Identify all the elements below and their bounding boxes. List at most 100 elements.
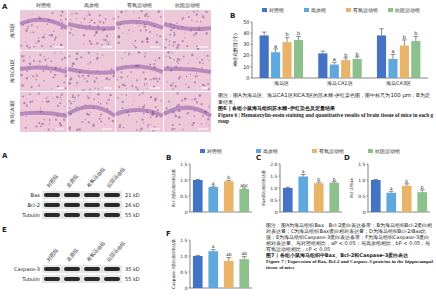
nucleus bbox=[61, 99, 62, 100]
nucleus bbox=[160, 16, 162, 18]
nucleus bbox=[164, 111, 165, 112]
nucleus bbox=[133, 31, 134, 32]
nucleus bbox=[121, 58, 122, 59]
plot-area bbox=[193, 179, 249, 212]
caption: 图注：图A为海马组织Bax、Bcl-2蛋白表达条带；B为海马组织Bcl-2蛋白相… bbox=[266, 222, 434, 271]
nucleus bbox=[122, 101, 124, 103]
nucleus bbox=[199, 95, 201, 97]
row-label: 海马CA1区 bbox=[9, 59, 15, 84]
nucleus bbox=[136, 129, 138, 131]
band bbox=[44, 277, 60, 281]
panel-label: C bbox=[256, 154, 261, 162]
band bbox=[44, 193, 60, 197]
nucleus bbox=[149, 64, 151, 66]
nucleus bbox=[40, 107, 41, 108]
nucleus bbox=[59, 102, 61, 104]
nucleus bbox=[77, 27, 78, 28]
bar bbox=[318, 53, 327, 78]
nucleus bbox=[47, 96, 48, 97]
bar bbox=[193, 256, 203, 288]
tissue-bg bbox=[116, 10, 163, 50]
nucleus bbox=[144, 25, 146, 27]
significance: a bbox=[391, 48, 394, 54]
nucleus bbox=[182, 129, 184, 131]
nucleus bbox=[106, 44, 107, 45]
bar bbox=[208, 187, 218, 212]
nucleus bbox=[176, 60, 178, 62]
y-tick-label: 0.5 bbox=[180, 270, 187, 275]
legend-swatch bbox=[256, 149, 261, 153]
nucleus bbox=[169, 56, 170, 57]
nucleus bbox=[51, 35, 53, 37]
tissue-image bbox=[20, 10, 67, 50]
nucleus bbox=[112, 120, 114, 122]
nucleus bbox=[80, 56, 82, 58]
nucleus bbox=[21, 67, 22, 68]
band bbox=[44, 267, 60, 271]
panel-label: F bbox=[166, 230, 171, 238]
nucleus bbox=[196, 101, 198, 103]
error-line bbox=[381, 29, 382, 36]
nucleus bbox=[76, 85, 77, 86]
nucleus bbox=[165, 38, 167, 40]
nucleus bbox=[209, 105, 210, 106]
significance: b bbox=[403, 34, 406, 40]
bar bbox=[371, 180, 381, 212]
band bbox=[64, 193, 80, 197]
nucleus bbox=[61, 27, 63, 29]
nucleus bbox=[87, 95, 88, 96]
nucleus bbox=[119, 24, 121, 26]
nucleus bbox=[60, 66, 61, 67]
bar bbox=[271, 52, 280, 78]
nucleus bbox=[207, 55, 209, 57]
nucleus bbox=[201, 67, 203, 69]
error-bar bbox=[391, 54, 396, 58]
nucleus bbox=[60, 19, 62, 21]
nucleus bbox=[57, 105, 59, 107]
y-tick-label: 0 bbox=[185, 286, 188, 291]
nucleus bbox=[202, 59, 204, 61]
nucleus bbox=[177, 58, 179, 60]
y-tick-label: 0 bbox=[363, 210, 366, 215]
tissue-bg bbox=[116, 92, 163, 132]
band bbox=[64, 267, 80, 271]
nucleus bbox=[89, 92, 90, 93]
nucleus bbox=[164, 47, 166, 49]
y-tick-label: 1.0 bbox=[270, 186, 277, 191]
nucleus bbox=[60, 97, 61, 98]
error-line bbox=[303, 175, 304, 177]
nucleus bbox=[201, 123, 203, 125]
error-cap bbox=[373, 179, 378, 180]
nucleus bbox=[128, 55, 129, 56]
panel-label: B bbox=[230, 12, 235, 20]
nucleus bbox=[35, 42, 37, 44]
nucleus bbox=[144, 55, 146, 57]
scale-bar bbox=[54, 129, 64, 130]
nucleus bbox=[103, 22, 104, 23]
legend-label: 高原组 bbox=[263, 148, 278, 154]
nucleus bbox=[82, 75, 84, 77]
nucleus bbox=[71, 28, 73, 30]
nucleus bbox=[159, 35, 161, 37]
nucleus bbox=[154, 126, 156, 128]
nucleus bbox=[87, 74, 89, 76]
nucleus bbox=[87, 63, 88, 64]
y-axis-title: Bcl-2蛋白相对表达量 bbox=[171, 169, 176, 208]
blot-bg bbox=[42, 265, 122, 273]
tissue-image bbox=[116, 51, 163, 91]
nucleus bbox=[146, 13, 148, 15]
error-cap bbox=[195, 255, 200, 256]
nucleus bbox=[184, 98, 186, 100]
band bbox=[104, 277, 120, 281]
nucleus bbox=[155, 59, 157, 61]
nucleus bbox=[186, 76, 187, 77]
column-label: 抗阻运动组 bbox=[105, 240, 126, 263]
nucleus bbox=[107, 108, 109, 110]
nucleus bbox=[78, 75, 80, 77]
scale-bar bbox=[150, 47, 160, 48]
y-axis bbox=[368, 164, 369, 212]
nucleus bbox=[26, 45, 28, 47]
bar bbox=[330, 65, 339, 78]
nucleus bbox=[29, 63, 32, 66]
bar bbox=[388, 59, 397, 78]
